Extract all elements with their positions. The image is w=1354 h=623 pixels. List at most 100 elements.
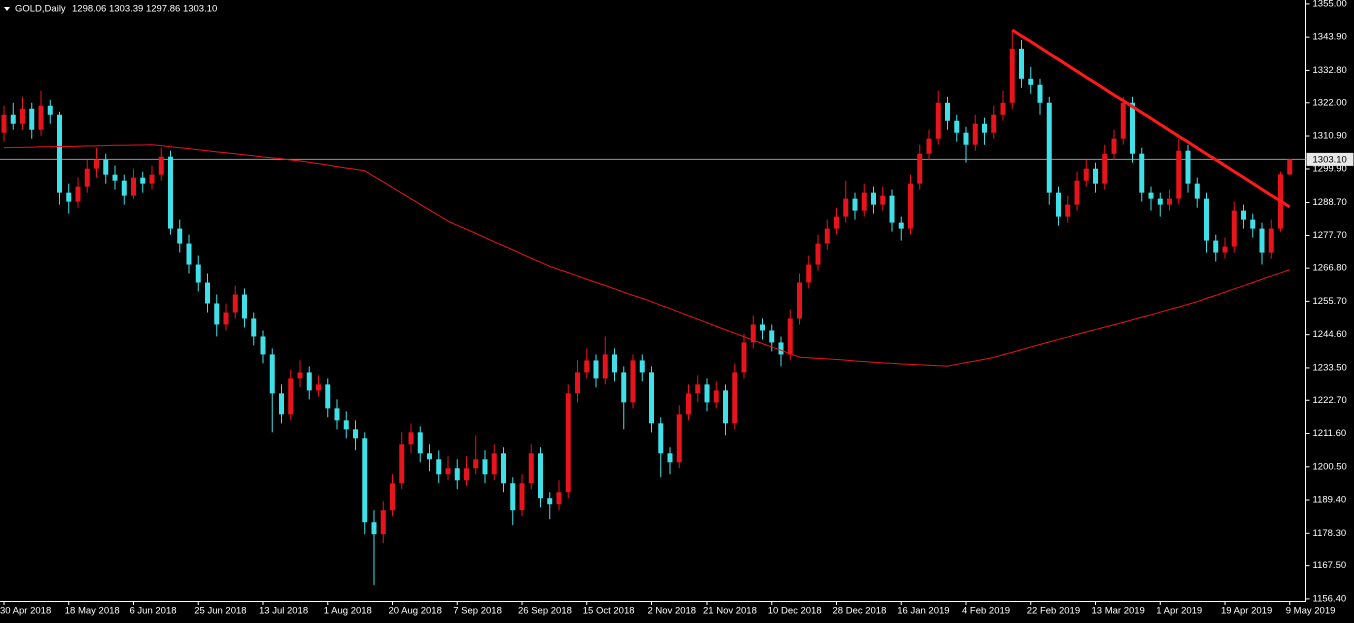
- candle-body: [1000, 102, 1006, 115]
- candle-body: [935, 102, 941, 139]
- candle-body: [1148, 192, 1154, 199]
- candle-body: [288, 378, 294, 415]
- y-tick-label: 1355.00: [1313, 0, 1347, 9]
- candle-body: [1130, 102, 1135, 154]
- candle-body: [1139, 153, 1145, 193]
- candle-body: [1157, 198, 1163, 205]
- candle-body: [704, 384, 710, 403]
- candle-body: [889, 195, 895, 223]
- x-tick-label: 13 Mar 2019: [1092, 606, 1145, 617]
- y-tick-label: 1310.90: [1313, 131, 1347, 142]
- candle-body: [880, 195, 886, 205]
- x-tick-label: 15 Oct 2018: [583, 606, 635, 617]
- chart-title: GOLD,Daily: [15, 4, 66, 15]
- candle-body: [1268, 228, 1274, 253]
- candle-body: [787, 318, 793, 355]
- candle-body: [223, 312, 229, 325]
- candle-body: [972, 123, 978, 145]
- x-tick-label: 1 Aug 2018: [324, 606, 372, 617]
- candle-body: [723, 390, 728, 424]
- candle-body: [1074, 180, 1080, 205]
- x-tick-label: 13 Jul 2018: [259, 606, 308, 617]
- candle-body: [297, 372, 303, 379]
- candle-body: [612, 354, 617, 373]
- x-tick-label: 22 Feb 2019: [1027, 606, 1080, 617]
- candle-body: [121, 180, 127, 196]
- candle-body: [621, 372, 627, 403]
- candle-body: [66, 192, 72, 202]
- candle-body: [501, 453, 506, 484]
- x-tick-label: 28 Dec 2018: [833, 606, 887, 617]
- candle-body: [334, 408, 340, 421]
- candle-body: [325, 384, 331, 409]
- candle-body: [575, 372, 580, 394]
- candle-body: [519, 483, 525, 511]
- candle-body: [797, 282, 802, 319]
- candle-body: [214, 303, 220, 325]
- candle-body: [140, 177, 146, 184]
- candle-body: [565, 393, 571, 493]
- candle-body: [1065, 204, 1071, 217]
- x-tick-label: 9 May 2019: [1286, 606, 1336, 617]
- y-tick-label: 1156.40: [1313, 593, 1347, 604]
- candle-body: [260, 336, 266, 355]
- candle-body: [20, 108, 25, 124]
- candle-body: [991, 114, 997, 133]
- x-tick-label: 2 Nov 2018: [648, 606, 697, 617]
- candle-body: [834, 216, 839, 229]
- candle-body: [547, 498, 553, 505]
- candle-body: [658, 423, 664, 454]
- y-tick-label: 1255.70: [1313, 296, 1347, 307]
- candle-body: [75, 186, 81, 202]
- candle-body: [538, 453, 543, 499]
- candle-body: [917, 153, 923, 184]
- candle-body: [1259, 228, 1265, 253]
- candle-body: [528, 453, 534, 484]
- candle-body: [1222, 246, 1228, 253]
- candle-body: [667, 453, 673, 463]
- y-tick-label: 1332.80: [1313, 65, 1347, 76]
- candle-body: [1037, 84, 1043, 103]
- candle-body: [1019, 48, 1024, 79]
- x-tick-label: 10 Dec 2018: [768, 606, 822, 617]
- x-tick-label: 16 Jan 2019: [897, 606, 949, 617]
- x-tick-label: 30 Apr 2018: [0, 606, 51, 617]
- y-tick-label: 1233.50: [1313, 362, 1347, 373]
- candle-body: [1028, 78, 1034, 85]
- candle-body: [1056, 192, 1061, 217]
- y-tick-label: 1343.90: [1313, 32, 1347, 43]
- candle-body: [84, 168, 90, 187]
- candle-body: [242, 294, 247, 319]
- candle-body: [1176, 150, 1182, 199]
- candle-body: [760, 324, 765, 331]
- candle-body: [251, 318, 257, 337]
- moving-average: [3, 144, 1290, 367]
- candle-body: [1250, 219, 1256, 229]
- candle-body: [29, 108, 35, 130]
- candle-body: [686, 393, 691, 415]
- candle-body: [47, 105, 53, 115]
- candle-body: [908, 183, 913, 229]
- candle-body: [602, 354, 608, 379]
- candle-body: [649, 372, 654, 424]
- candle-body: [593, 360, 599, 379]
- candle-body: [390, 483, 395, 511]
- candle-body: [371, 522, 377, 535]
- y-tick-label: 1299.90: [1313, 163, 1347, 174]
- candle-body: [473, 459, 479, 469]
- y-tick-label: 1322.00: [1313, 97, 1347, 108]
- candle-body: [1194, 183, 1200, 199]
- candle-body: [158, 156, 164, 175]
- candle-body: [630, 360, 636, 403]
- x-tick-label: 7 Sep 2018: [453, 606, 502, 617]
- candle-body: [510, 483, 516, 511]
- candle-body: [954, 120, 960, 133]
- candle-body: [343, 420, 349, 430]
- x-tick-label: 18 May 2018: [65, 606, 120, 617]
- candle-body: [778, 342, 784, 355]
- candle-body: [205, 282, 210, 304]
- candle-body: [713, 390, 719, 403]
- candle-body: [963, 132, 969, 145]
- menu-icon[interactable]: [4, 7, 10, 11]
